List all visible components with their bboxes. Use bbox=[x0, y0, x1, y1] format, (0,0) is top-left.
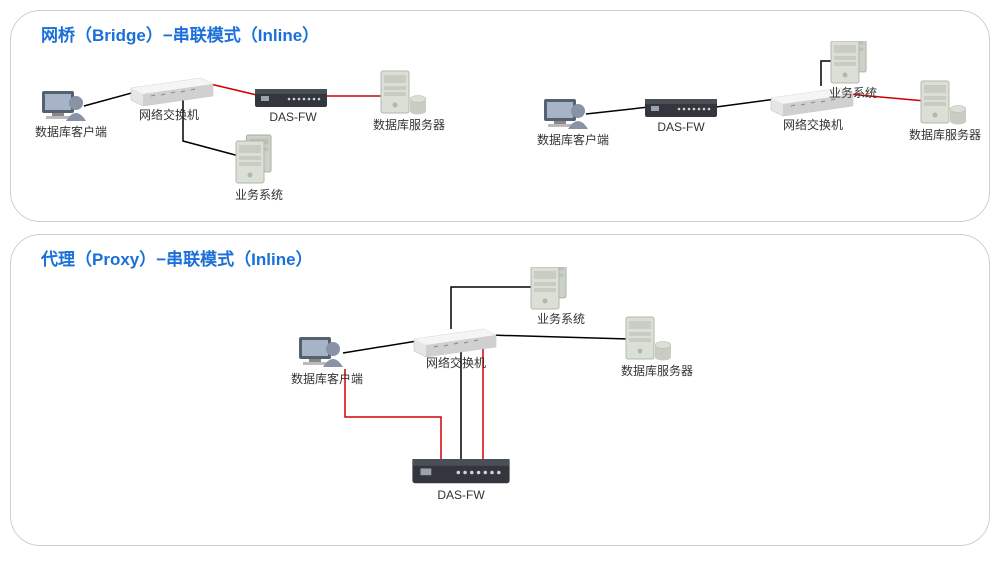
bridge-B: 数据库客户端 DAS-FW 网络交换机 数据库服务器 业务系统 bbox=[537, 41, 981, 147]
node-dasfw bbox=[412, 459, 509, 483]
lbl-biz: 业务系统 bbox=[235, 187, 283, 202]
lbl-dasfw: DAS-FW bbox=[437, 488, 485, 502]
lbl-biz: 业务系统 bbox=[829, 85, 877, 100]
node-biz bbox=[831, 41, 866, 83]
node-client bbox=[299, 337, 343, 367]
lbl-dasfw: DAS-FW bbox=[657, 120, 705, 134]
lbl-client: 数据库客户端 bbox=[537, 132, 609, 147]
title-proxy: 代理（Proxy）−串联模式（Inline） bbox=[41, 245, 313, 270]
lbl-biz: 业务系统 bbox=[537, 311, 585, 326]
node-biz bbox=[236, 135, 271, 183]
lbl-dasfw: DAS-FW bbox=[269, 110, 317, 124]
proxy-diagram: 数据库客户端 网络交换机 业务系统 数据库服务器 DAS-FW bbox=[291, 267, 693, 502]
node-dasfw bbox=[255, 89, 327, 107]
node-biz bbox=[531, 267, 566, 309]
node-server bbox=[626, 317, 671, 361]
lbl-client: 数据库客户端 bbox=[291, 371, 363, 386]
lbl-client: 数据库客户端 bbox=[35, 124, 107, 139]
node-switch bbox=[131, 78, 213, 106]
lbl-server: 数据库服务器 bbox=[909, 127, 981, 142]
lbl-switch: 网络交换机 bbox=[426, 355, 486, 370]
panel-bridge: 网桥（Bridge）−串联模式（Inline） 数据库客户端 网络交换机 DAS… bbox=[10, 10, 990, 222]
panel-proxy: 代理（Proxy）−串联模式（Inline） 数据库客户端 网络交换机 业务系统… bbox=[10, 234, 990, 546]
bridge-A: 数据库客户端 网络交换机 DAS-FW 数据库服务器 业务系统 bbox=[35, 71, 445, 202]
node-server bbox=[381, 71, 426, 115]
node-server bbox=[921, 81, 966, 125]
node-client bbox=[42, 91, 86, 121]
lbl-server: 数据库服务器 bbox=[621, 363, 693, 378]
lbl-switch: 网络交换机 bbox=[139, 107, 199, 122]
node-client bbox=[544, 99, 588, 129]
lbl-server: 数据库服务器 bbox=[373, 117, 445, 132]
title-bridge: 网桥（Bridge）−串联模式（Inline） bbox=[41, 21, 319, 46]
node-dasfw bbox=[645, 99, 717, 117]
lbl-switch: 网络交换机 bbox=[783, 117, 843, 132]
